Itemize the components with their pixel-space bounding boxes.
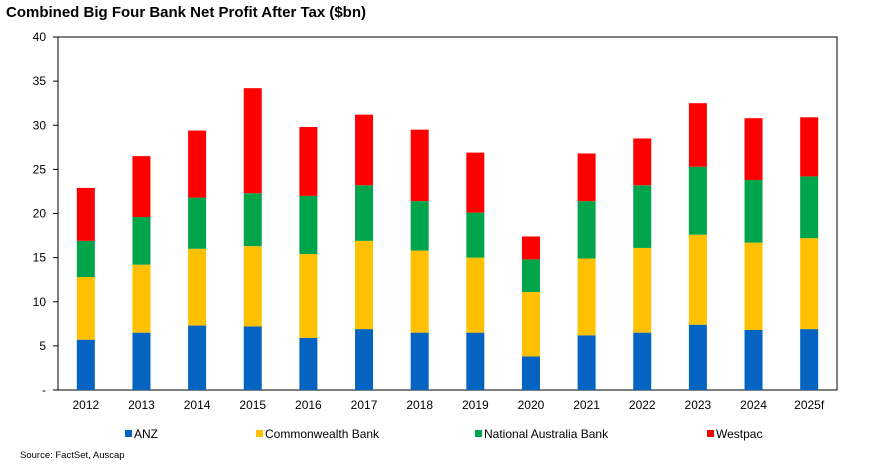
bar-westpac xyxy=(633,138,652,186)
bar-anz xyxy=(299,337,318,390)
bar-anz xyxy=(355,329,374,390)
x-tick-label: 2013 xyxy=(128,398,155,412)
bar-westpac xyxy=(744,118,763,180)
bar-anz xyxy=(76,339,95,390)
bar-commonwealth-bank xyxy=(466,257,485,333)
legend-label: National Australia Bank xyxy=(484,427,609,441)
y-tick-label: 30 xyxy=(33,118,47,132)
legend-label: ANZ xyxy=(134,427,158,441)
x-tick-label: 2012 xyxy=(72,398,99,412)
x-tick-label: 2018 xyxy=(406,398,433,412)
y-tick-label: 35 xyxy=(33,74,47,88)
bar-westpac xyxy=(577,153,596,202)
bar-commonwealth-bank xyxy=(355,240,374,330)
plot-area xyxy=(57,36,838,391)
x-tick-label: 2022 xyxy=(629,398,656,412)
source-note: Source: FactSet, Auscap xyxy=(20,450,125,461)
bar-anz xyxy=(188,325,207,390)
bar-national-australia-bank xyxy=(577,201,596,259)
bar-westpac xyxy=(299,127,318,196)
bar-westpac xyxy=(188,130,207,198)
bar-commonwealth-bank xyxy=(800,238,819,330)
x-tick-label: 2025f xyxy=(794,398,825,412)
chart-title: Combined Big Four Bank Net Profit After … xyxy=(6,4,367,21)
bar-national-australia-bank xyxy=(800,176,819,239)
x-tick-label: 2019 xyxy=(462,398,489,412)
x-tick-label: 2016 xyxy=(295,398,322,412)
bar-commonwealth-bank xyxy=(577,258,596,336)
x-tick-label: 2020 xyxy=(518,398,545,412)
bar-anz xyxy=(577,335,596,390)
bar-anz xyxy=(744,329,763,390)
bar-commonwealth-bank xyxy=(688,234,707,325)
y-tick-label: 20 xyxy=(33,207,47,221)
y-tick-label: 15 xyxy=(33,251,47,265)
bar-commonwealth-bank xyxy=(132,264,151,333)
y-tick-label: 25 xyxy=(33,162,47,176)
legend-label: Commonwealth Bank xyxy=(265,427,380,441)
bar-national-australia-bank xyxy=(132,217,151,265)
bar-national-australia-bank xyxy=(299,195,318,255)
bar-westpac xyxy=(355,114,374,186)
bar-westpac xyxy=(76,187,95,241)
x-tick-label: 2024 xyxy=(740,398,767,412)
bar-anz xyxy=(521,356,540,390)
x-tick-label: 2021 xyxy=(573,398,600,412)
bar-westpac xyxy=(521,236,540,260)
legend-swatch xyxy=(125,430,132,437)
y-tick-label: - xyxy=(42,383,46,397)
bar-westpac xyxy=(688,103,707,167)
bar-national-australia-bank xyxy=(466,212,485,258)
legend-swatch xyxy=(475,430,482,437)
bar-westpac xyxy=(243,88,262,194)
bar-national-australia-bank xyxy=(355,185,374,241)
bar-westpac xyxy=(466,152,485,213)
bar-commonwealth-bank xyxy=(410,250,429,333)
y-tick-label: 5 xyxy=(39,339,46,353)
bar-national-australia-bank xyxy=(76,240,95,278)
bar-national-australia-bank xyxy=(521,259,540,293)
bar-anz xyxy=(688,324,707,390)
bar-national-australia-bank xyxy=(188,197,207,249)
bar-national-australia-bank xyxy=(410,201,429,251)
bar-anz xyxy=(132,332,151,390)
bar-westpac xyxy=(800,117,819,177)
bar-anz xyxy=(800,329,819,390)
bar-anz xyxy=(410,332,429,390)
legend-swatch xyxy=(256,430,263,437)
bar-commonwealth-bank xyxy=(299,254,318,338)
bar-national-australia-bank xyxy=(744,179,763,243)
bar-westpac xyxy=(132,156,151,218)
bar-national-australia-bank xyxy=(688,166,707,235)
bar-national-australia-bank xyxy=(633,185,652,248)
bar-anz xyxy=(243,326,262,390)
bar-anz xyxy=(633,332,652,390)
x-tick-label: 2015 xyxy=(239,398,266,412)
bar-commonwealth-bank xyxy=(633,247,652,333)
x-tick-label: 2014 xyxy=(184,398,211,412)
x-tick-label: 2017 xyxy=(351,398,378,412)
bar-national-australia-bank xyxy=(243,193,262,247)
bar-westpac xyxy=(410,129,429,202)
bar-commonwealth-bank xyxy=(243,246,262,327)
bar-commonwealth-bank xyxy=(188,248,207,326)
y-tick-label: 10 xyxy=(33,295,47,309)
x-tick-label: 2023 xyxy=(685,398,712,412)
legend-label: Westpac xyxy=(716,427,762,441)
bar-commonwealth-bank xyxy=(744,242,763,330)
y-tick-label: 40 xyxy=(33,30,47,44)
bar-commonwealth-bank xyxy=(521,292,540,357)
legend-swatch xyxy=(707,430,714,437)
bar-anz xyxy=(466,332,485,390)
bar-commonwealth-bank xyxy=(76,277,95,340)
